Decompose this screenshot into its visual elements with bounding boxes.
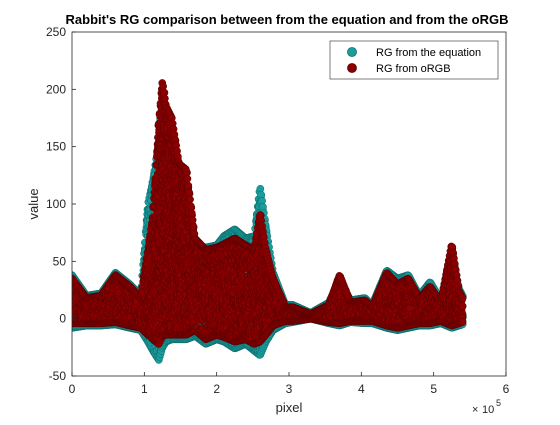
data-layer [72,79,467,364]
chart-title: Rabbit's RG comparison between from the … [66,12,509,27]
